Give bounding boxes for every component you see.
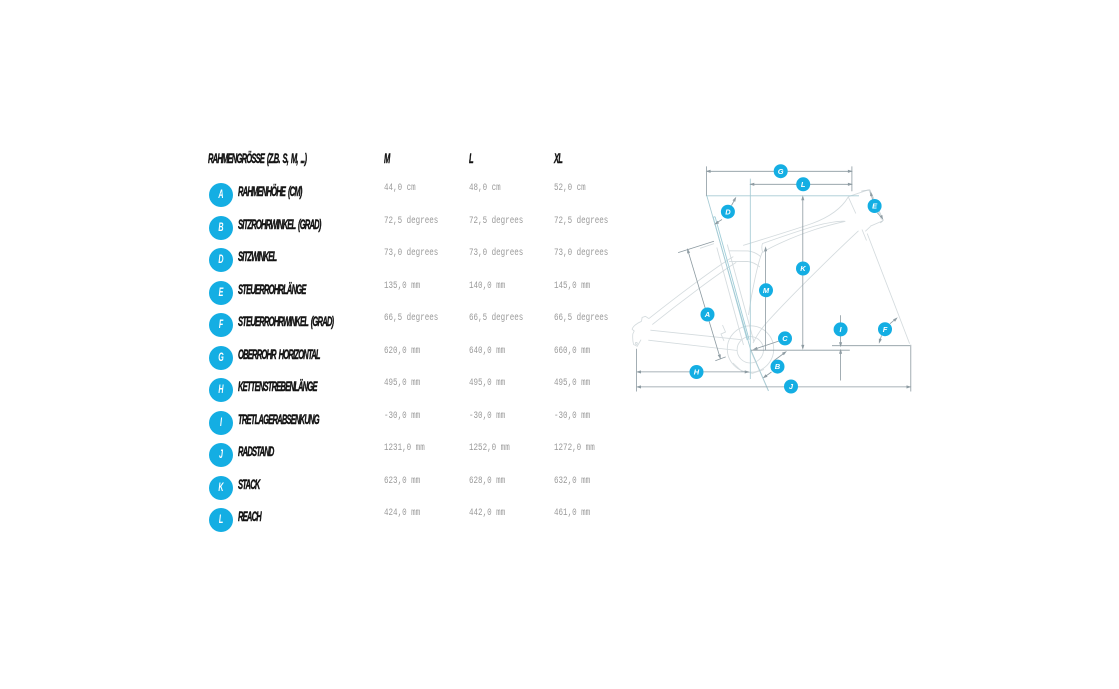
svg-text:D: D: [725, 207, 731, 216]
svg-text:E: E: [872, 202, 878, 211]
svg-text:C: C: [782, 334, 788, 343]
svg-text:B: B: [775, 362, 781, 371]
svg-text:K: K: [800, 264, 806, 273]
svg-text:J: J: [789, 382, 794, 391]
svg-text:L: L: [801, 180, 806, 189]
svg-text:H: H: [694, 368, 700, 377]
svg-text:M: M: [763, 286, 770, 295]
svg-text:G: G: [778, 167, 784, 176]
svg-text:F: F: [883, 325, 888, 334]
svg-text:A: A: [704, 310, 710, 319]
svg-text:I: I: [840, 325, 843, 334]
